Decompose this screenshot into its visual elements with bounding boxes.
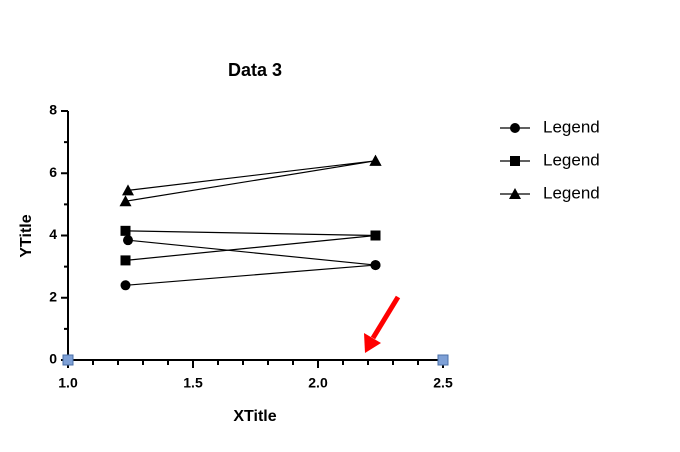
marker bbox=[370, 230, 381, 241]
selection-arrow bbox=[364, 295, 401, 353]
y-tick-label: 4 bbox=[49, 226, 57, 242]
legend-label: Legend bbox=[543, 183, 600, 202]
marker bbox=[123, 235, 133, 246]
legend-label: Legend bbox=[543, 117, 600, 136]
y-tick-label: 0 bbox=[49, 351, 57, 367]
selection-handle bbox=[437, 354, 449, 366]
marker bbox=[120, 280, 131, 291]
x-tick-label: 2.0 bbox=[308, 375, 328, 391]
marker bbox=[122, 184, 134, 196]
legend-marker bbox=[510, 123, 520, 133]
marker bbox=[370, 260, 381, 271]
y-tick-label: 6 bbox=[49, 164, 57, 180]
legend-marker bbox=[510, 156, 520, 166]
x-tick-label: 2.5 bbox=[433, 375, 453, 391]
marker bbox=[120, 225, 131, 236]
x-tick-label: 1.0 bbox=[58, 375, 78, 391]
marker bbox=[369, 154, 382, 166]
y-axis-title: YTitle bbox=[18, 214, 35, 257]
y-tick-label: 8 bbox=[49, 102, 57, 118]
marker bbox=[119, 195, 132, 207]
legend-marker bbox=[509, 188, 521, 199]
y-tick-label: 2 bbox=[49, 288, 57, 304]
series-line bbox=[125, 239, 376, 286]
x-axis-title: XTitle bbox=[233, 408, 276, 425]
chart-title: Data 3 bbox=[228, 60, 282, 80]
series-line bbox=[125, 160, 376, 202]
series-line bbox=[125, 230, 376, 261]
marker bbox=[120, 255, 131, 266]
selection-handle bbox=[62, 354, 74, 366]
x-tick-label: 1.5 bbox=[183, 375, 203, 391]
legend-label: Legend bbox=[543, 150, 600, 169]
